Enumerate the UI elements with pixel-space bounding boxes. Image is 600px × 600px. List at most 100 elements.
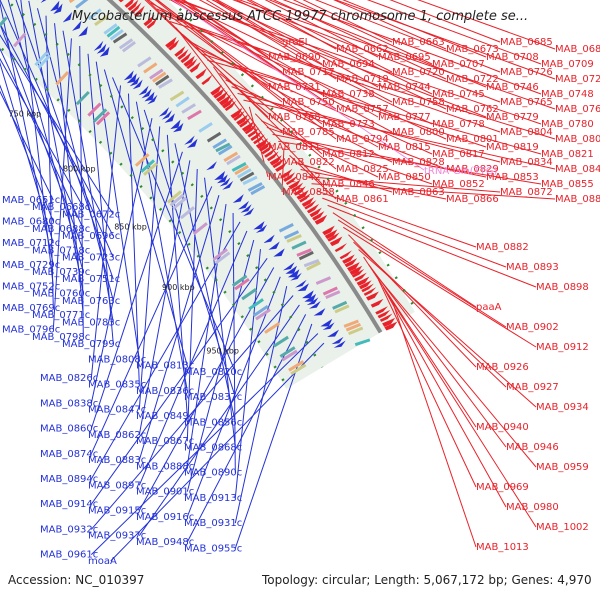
kbp-tick-label: 850 kbp — [114, 222, 147, 231]
forward-leader-line — [264, 0, 379, 58]
forward-gene-label: MAB_0866 — [446, 194, 499, 205]
sequence-title: Mycobacterium abscessus ATCC 19977 chrom… — [71, 9, 529, 24]
forward-gene-label: MAB_0882 — [476, 242, 529, 253]
reverse-gene-glyph — [186, 138, 198, 148]
feature-block — [226, 154, 241, 166]
reverse-gene-glyph — [96, 43, 107, 54]
feature-block — [93, 108, 108, 123]
feature-block — [94, 14, 109, 26]
forward-gene-glyph — [370, 298, 384, 308]
forward-leader-line — [282, 0, 542, 95]
feature-block — [306, 261, 321, 271]
forward-gene-glyph — [356, 276, 370, 286]
reverse-gene-glyph — [216, 174, 228, 184]
forward-gene-label: MAB_0746 — [486, 82, 539, 93]
forward-gene-glyph — [306, 203, 320, 214]
reverse-gene-label: MAB_0860c — [40, 424, 98, 435]
forward-gene-label: MAB_0927 — [506, 382, 559, 393]
reverse-gene-label: MAB_0796c — [2, 325, 60, 336]
forward-gene-label: MAB_0731 — [268, 82, 321, 93]
forward-leader-line — [225, 79, 393, 163]
forward-gene-glyph — [230, 107, 243, 119]
feature-block — [255, 308, 271, 321]
forward-gene-label: MAB_0779 — [486, 112, 539, 123]
forward-gene-label: MAB_0777 — [378, 112, 431, 123]
forward-gene-glyph — [168, 39, 180, 51]
forward-leader-line — [363, 256, 477, 428]
reverse-gene-glyph — [331, 336, 344, 345]
feature-block — [315, 276, 332, 285]
forward-leader-line — [377, 279, 477, 488]
forward-gene-label: MAB_0785 — [282, 127, 335, 138]
reverse-gene-glyph — [50, 0, 60, 12]
forward-leader-line — [182, 0, 269, 58]
reverse-leader-line — [79, 46, 84, 337]
forward-gene-label: MAB_0662 — [336, 44, 389, 55]
feature-block — [68, 0, 75, 4]
reverse-gene-label: MAB_0856c — [184, 417, 242, 428]
reverse-leader-line — [15, 0, 114, 280]
feature-block — [239, 171, 255, 182]
reverse-leader-line — [0, 22, 114, 237]
reverse-gene-glyph — [132, 79, 143, 90]
reverse-gene-glyph — [214, 171, 226, 180]
forward-gene-label: MAB_0801 — [446, 134, 499, 145]
reverse-gene-glyph — [40, 0, 47, 4]
feature-block — [286, 234, 302, 243]
reverse-gene-label: MAB_0916c — [136, 512, 194, 523]
forward-gene-glyph — [244, 124, 257, 135]
reverse-leader-line — [138, 160, 191, 435]
reverse-leader-line — [138, 304, 300, 536]
reverse-gene-label: MAB_0723c — [62, 253, 120, 264]
forward-gene-glyph — [346, 262, 360, 272]
feature-block — [290, 363, 307, 376]
forward-gene-label: MAB_0863 — [392, 187, 445, 198]
forward-gene-glyph — [247, 127, 260, 138]
forward-gene-label: MAB_0727 — [555, 74, 600, 85]
forward-gene-label: MAB_1002 — [536, 522, 589, 533]
feature-block — [143, 162, 158, 176]
feature-block — [234, 277, 250, 291]
forward-gene-glyph — [309, 207, 322, 218]
forward-gene-label: MAB_0766 — [555, 104, 600, 115]
forward-gene-glyph — [349, 265, 363, 276]
feature-block — [332, 300, 348, 310]
forward-gene-label: MAB_0663 — [392, 37, 445, 48]
forward-leader-line — [382, 286, 507, 508]
forward-gene-label: paaA — [476, 302, 502, 313]
forward-gene-glyph — [312, 211, 325, 221]
forward-gene-glyph — [358, 280, 372, 290]
forward-gene-glyph — [363, 287, 377, 296]
forward-gene-label: MAB_0842 — [268, 172, 321, 183]
forward-gene-glyph — [301, 197, 315, 207]
reverse-gene-glyph — [144, 91, 155, 102]
feature-block — [75, 90, 90, 106]
feature-block — [0, 16, 8, 28]
feature-block — [296, 248, 312, 257]
reverse-leader-line — [28, 0, 84, 294]
reverse-gene-label: MAB_0718c — [32, 245, 90, 256]
feature-block — [95, 111, 111, 126]
forward-gene-glyph — [216, 91, 228, 103]
forward-leader-line — [211, 0, 447, 110]
feature-block — [242, 175, 258, 186]
reverse-gene-label: MAB_0931c — [184, 518, 242, 529]
forward-leader-line — [260, 120, 379, 178]
forward-gene-glyph — [143, 14, 155, 27]
forward-gene-glyph — [361, 283, 374, 293]
reverse-leader-line — [45, 15, 54, 309]
forward-gene-glyph — [304, 200, 317, 210]
forward-leader-line — [268, 0, 487, 88]
forward-gene-label: MAB_0686 — [555, 44, 600, 55]
forward-gene-label: MAB_0673 — [446, 44, 499, 55]
reverse-gene-label: MAB_0752c — [2, 281, 60, 292]
reverse-gene-glyph — [78, 26, 88, 37]
feature-block — [103, 23, 118, 35]
reverse-gene-glyph — [302, 290, 314, 299]
forward-leader-line — [173, 0, 337, 110]
genome-rings — [0, 0, 418, 389]
reverse-gene-glyph — [53, 3, 63, 15]
